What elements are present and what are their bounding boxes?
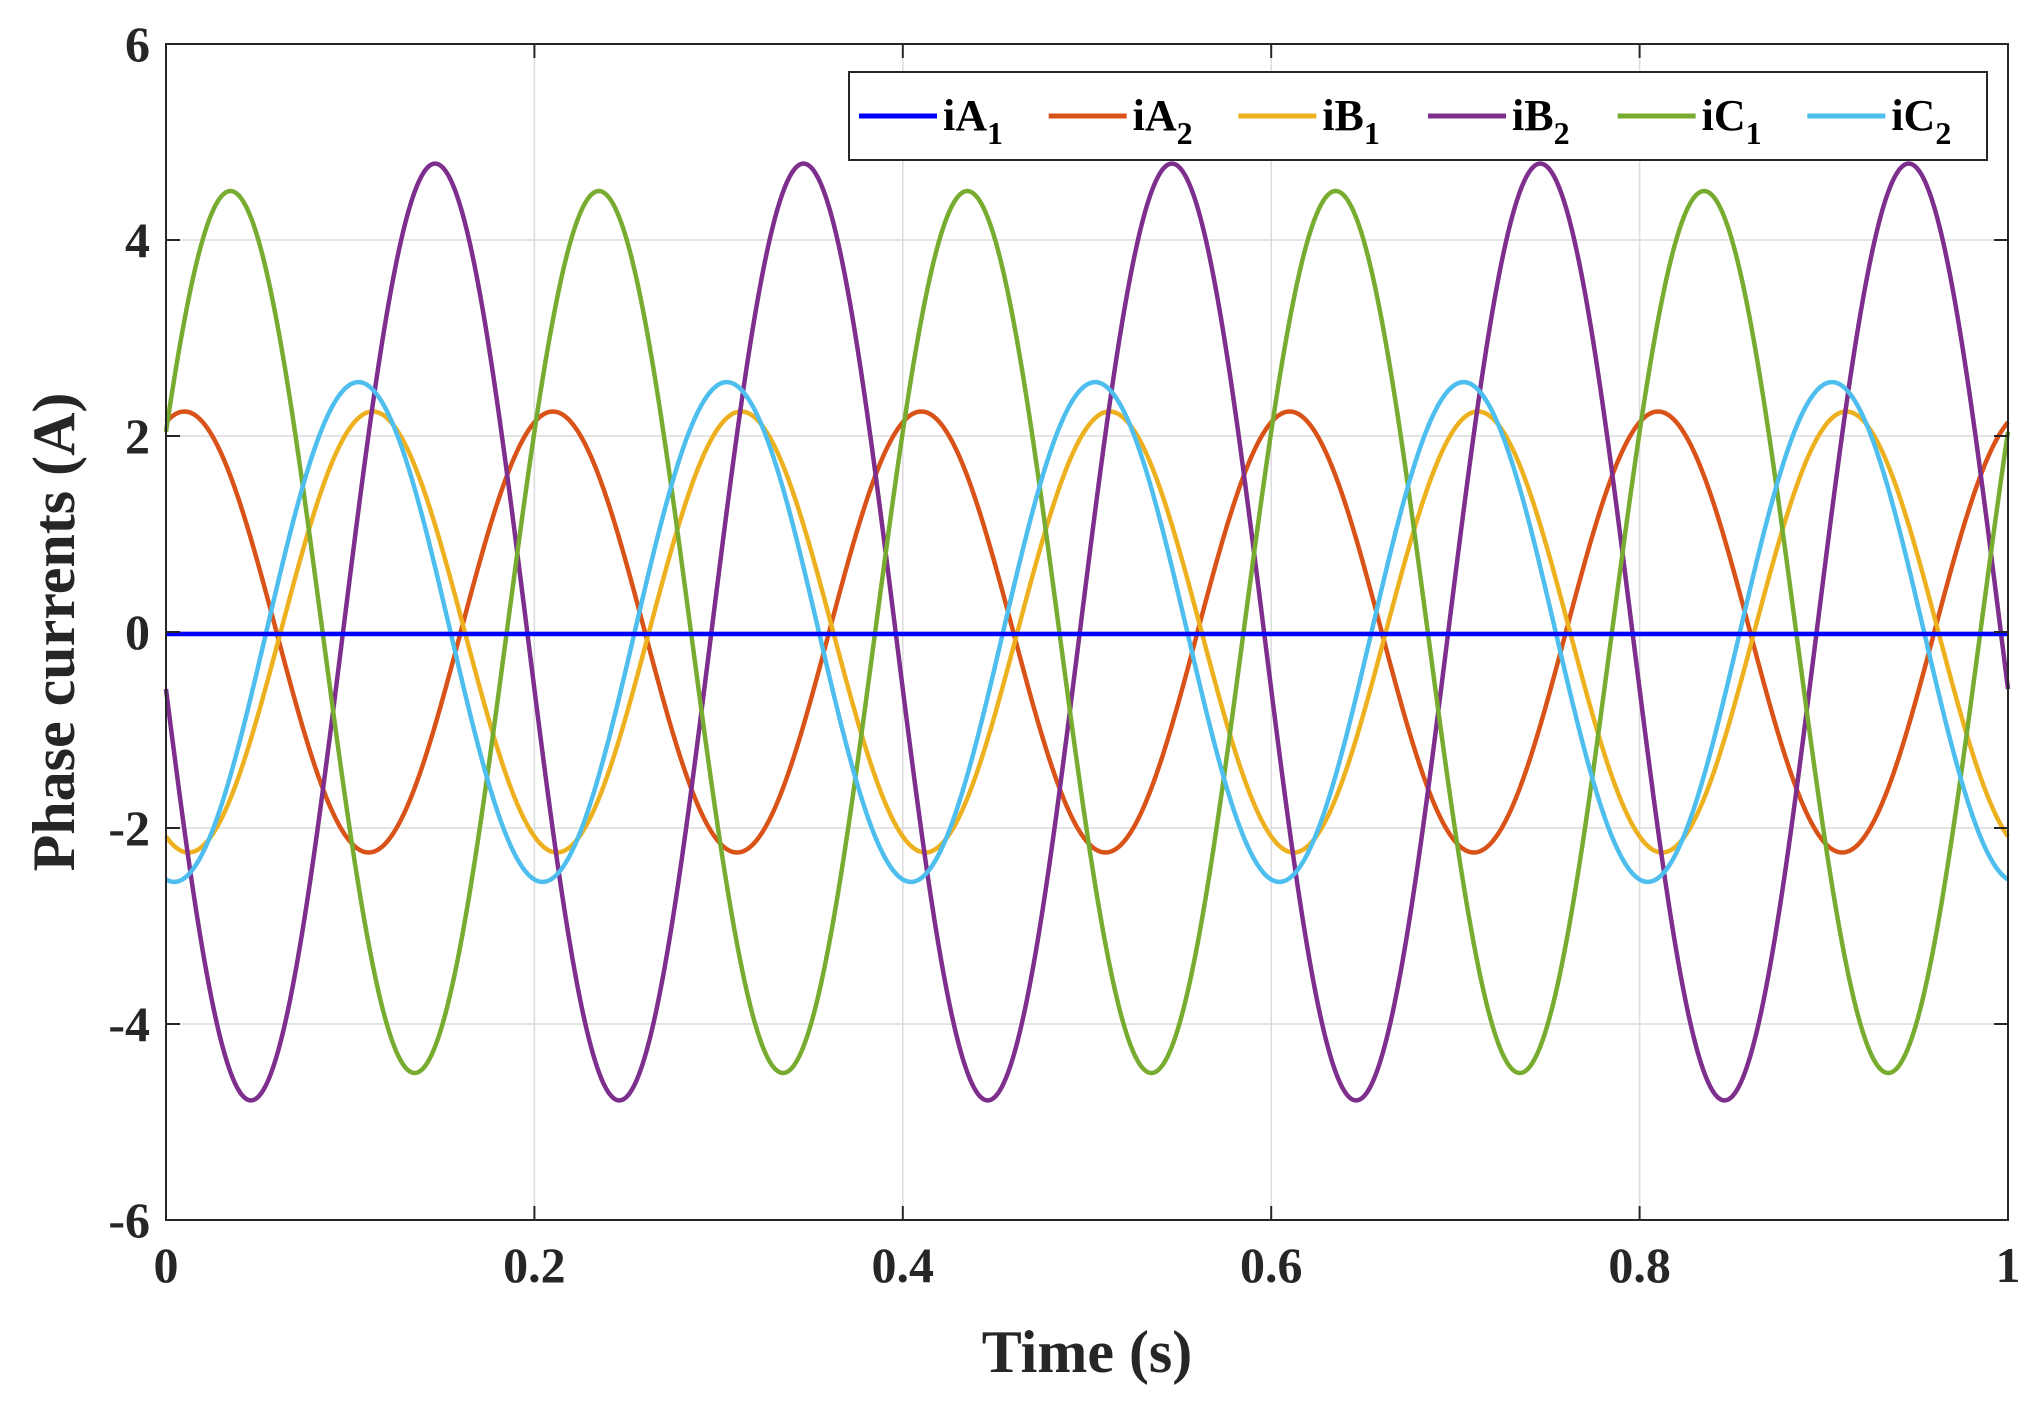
- legend: iA1 iA2 iB1 iB2 iC1 iC2: [848, 71, 1988, 161]
- y-tick-label: -2: [108, 800, 150, 856]
- y-tick-label: 6: [125, 16, 150, 72]
- x-tick-label: 0.2: [503, 1237, 566, 1293]
- legend-box: [848, 71, 1988, 161]
- y-tick-label: -6: [108, 1192, 150, 1248]
- legend-label: iC1: [1702, 91, 1762, 151]
- legend-label: iA1: [943, 91, 1003, 151]
- series-line-ib1: [164, 409, 2010, 855]
- x-tick-label: 0: [154, 1237, 179, 1293]
- x-tick-label: 1: [1996, 1237, 2021, 1293]
- legend-label: iA2: [1133, 91, 1193, 151]
- y-tick-label: 0: [125, 604, 150, 660]
- series-line-ic2: [164, 379, 2010, 885]
- series-line-ic1: [163, 188, 2011, 1076]
- y-tick-label: 2: [125, 408, 150, 464]
- legend-label: iC2: [1891, 91, 1951, 151]
- legend-label: iB2: [1512, 91, 1570, 151]
- x-tick-label: 0.8: [1608, 1237, 1671, 1293]
- y-tick-label: -4: [108, 996, 150, 1052]
- x-tick-label: 0.4: [872, 1237, 935, 1293]
- x-axis-title: Time (s): [982, 1319, 1193, 1385]
- y-axis-title: Phase currents (A): [21, 393, 87, 872]
- y-tick-label: 4: [125, 212, 150, 268]
- legend-label: iB1: [1322, 91, 1380, 151]
- axis-ticks: 0 0.2 0.4 0.6 0.8 1 -6 -4 -2 0 2 4 6: [108, 16, 2020, 1293]
- x-tick-label: 0.6: [1240, 1237, 1303, 1293]
- series-lines: [163, 161, 2011, 1103]
- series-line-ib2: [163, 161, 2011, 1103]
